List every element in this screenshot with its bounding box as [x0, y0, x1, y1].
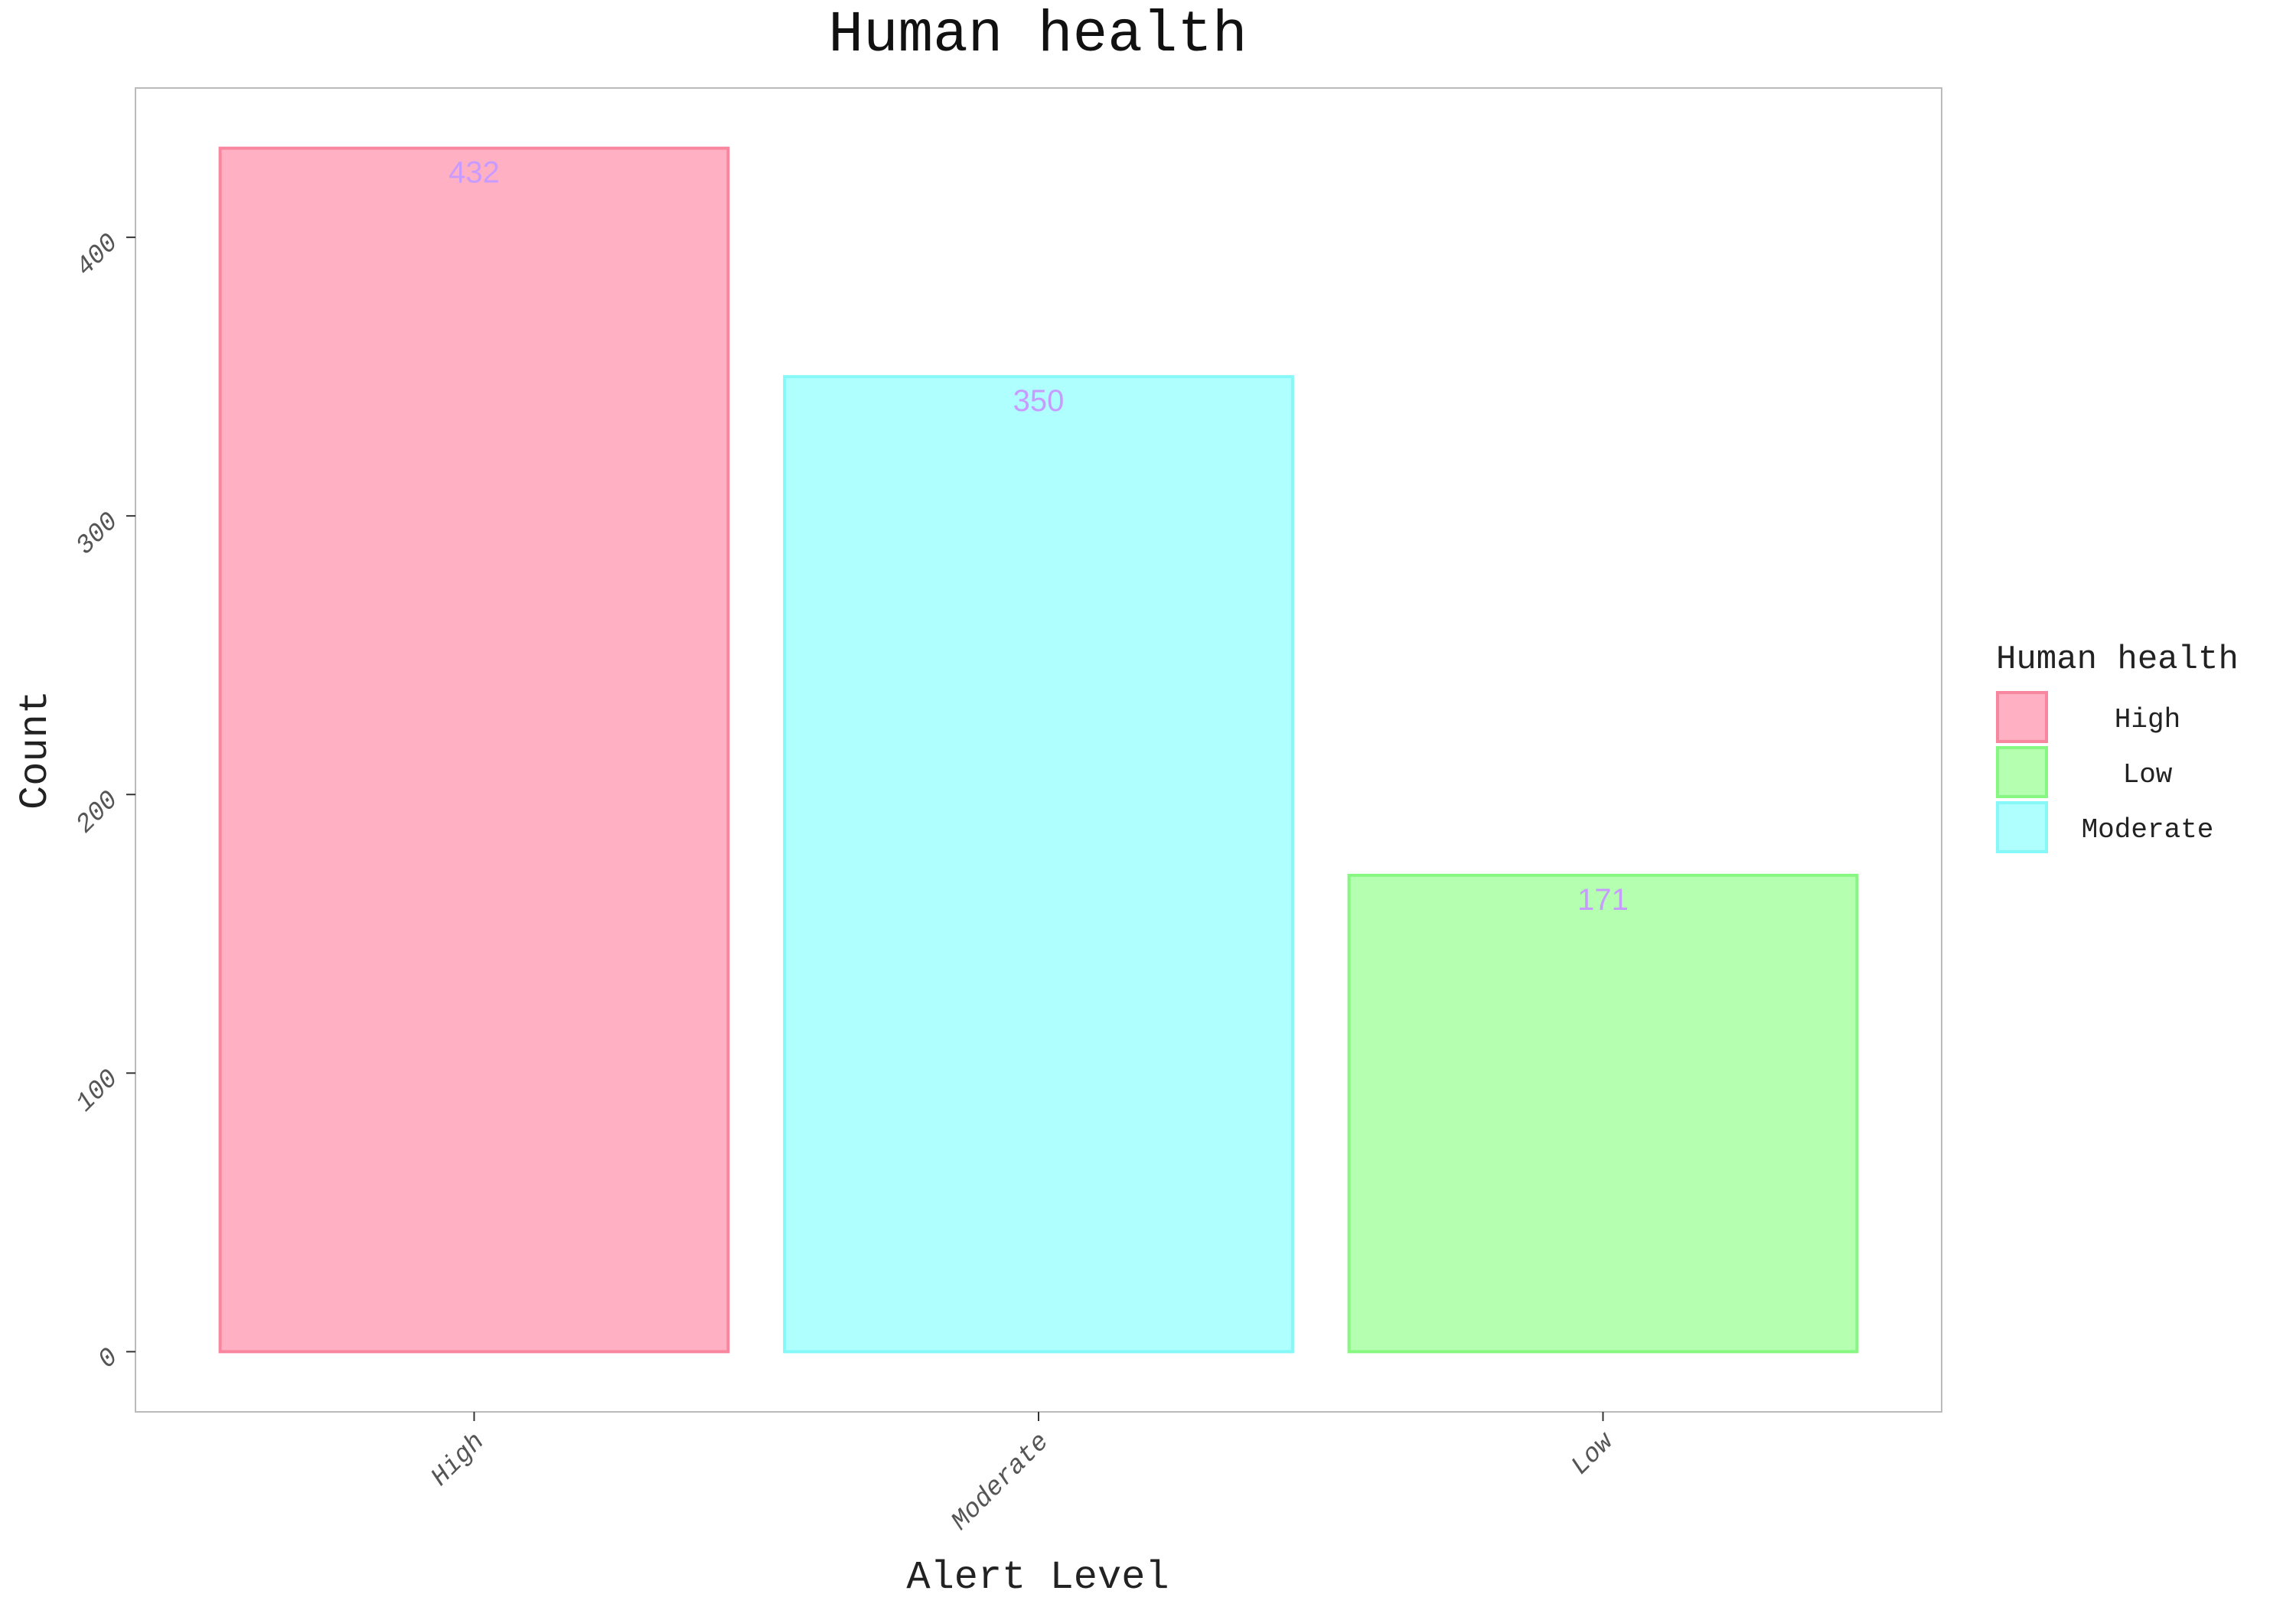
legend-key-moderate: [1996, 801, 2048, 853]
legend-title: Human health: [1996, 641, 2239, 679]
x-axis-title: Alert Level: [906, 1555, 1169, 1600]
bar-high: [218, 146, 730, 1354]
chart-title: Human health: [828, 2, 1247, 68]
bar-moderate: [783, 375, 1294, 1354]
bar-value-label: 171: [1577, 883, 1629, 917]
legend-label: Low: [2123, 759, 2173, 790]
bars: [218, 146, 1859, 1354]
legend-items: High Low Moderate: [1996, 691, 2214, 853]
bar-value-label: 432: [448, 156, 500, 190]
legend-label: High: [2115, 704, 2180, 735]
legend: Human health High Low Moderate: [1996, 641, 2239, 853]
bar-data-labels: 432 350 171: [448, 156, 1629, 917]
legend-key-high: [1996, 691, 2048, 743]
y-axis-title: Count: [13, 690, 58, 810]
legend-label: Moderate: [2082, 814, 2214, 846]
bar-low: [1347, 873, 1859, 1354]
bar-value-label: 350: [1013, 384, 1065, 418]
legend-key-low: [1996, 746, 2048, 798]
